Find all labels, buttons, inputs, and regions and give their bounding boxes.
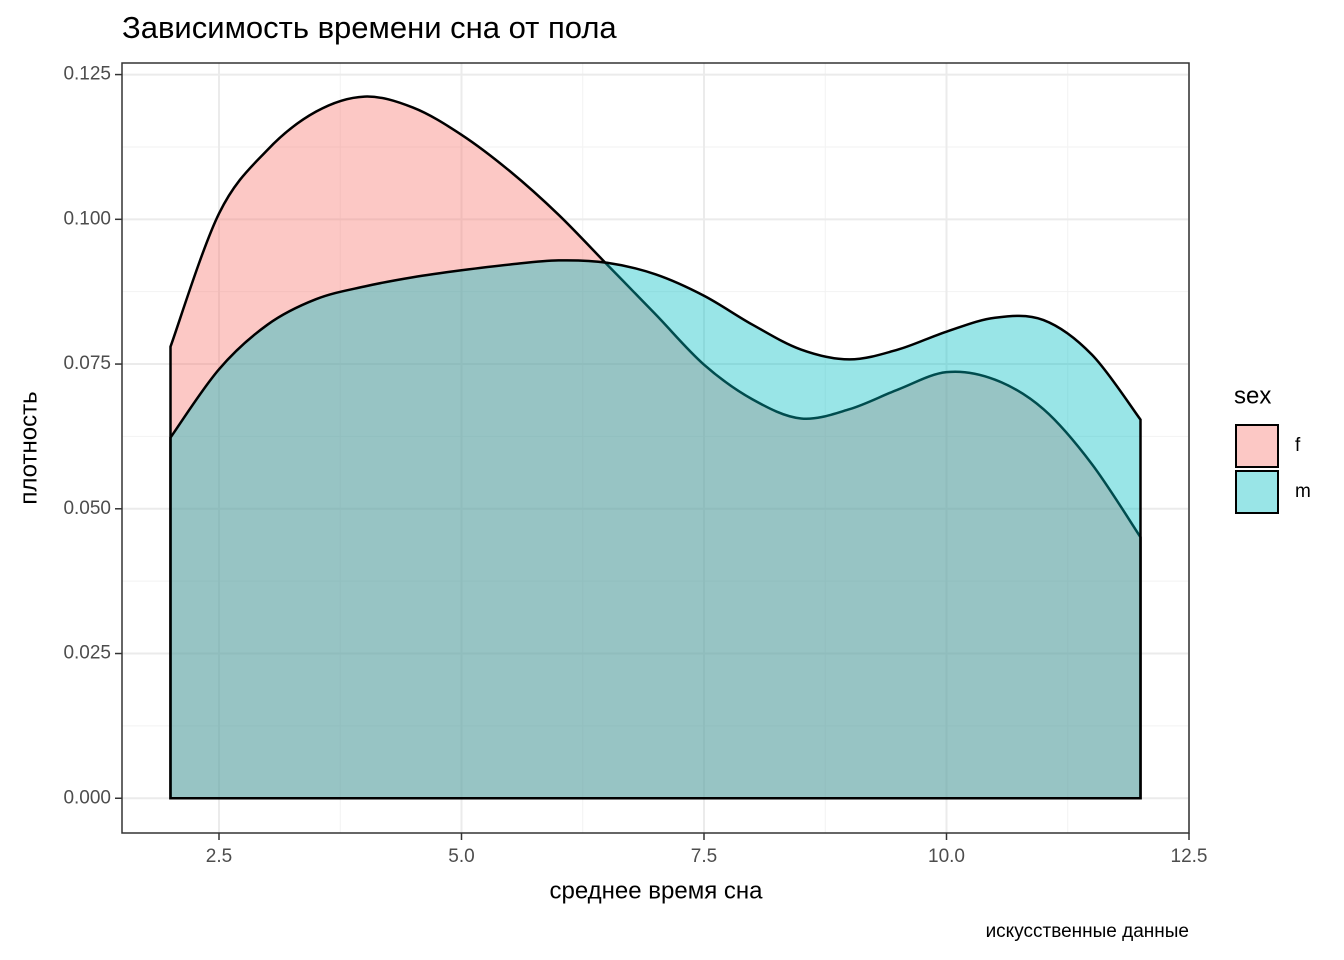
legend-key bbox=[1235, 424, 1279, 468]
y-tick-label: 0.125 bbox=[63, 64, 111, 85]
legend-label: m bbox=[1295, 481, 1311, 502]
x-axis-label: среднее время сна bbox=[550, 877, 764, 904]
plot-border bbox=[121, 62, 1190, 834]
x-tick-label: 7.5 bbox=[691, 846, 717, 867]
legend-key bbox=[1235, 470, 1279, 514]
chart-title: Зависимость времени сна от пола bbox=[122, 10, 617, 45]
y-tick-label: 0.050 bbox=[63, 498, 111, 519]
x-tick-label: 12.5 bbox=[1171, 846, 1208, 867]
legend-title: sex bbox=[1234, 382, 1271, 409]
density-area bbox=[169, 259, 1142, 800]
caption: искусственные данные bbox=[986, 921, 1189, 942]
x-tick-label: 2.5 bbox=[206, 846, 232, 867]
density-area bbox=[169, 95, 1142, 800]
y-tick-label: 0.100 bbox=[63, 208, 111, 229]
x-tick-label: 10.0 bbox=[928, 846, 965, 867]
x-tick-label: 5.0 bbox=[448, 846, 474, 867]
y-tick-label: 0.000 bbox=[63, 787, 111, 808]
y-axis-label: плотность bbox=[15, 391, 42, 504]
y-tick-label: 0.075 bbox=[63, 353, 111, 374]
y-tick-label: 0.025 bbox=[63, 643, 111, 664]
legend-label: f bbox=[1295, 435, 1301, 456]
